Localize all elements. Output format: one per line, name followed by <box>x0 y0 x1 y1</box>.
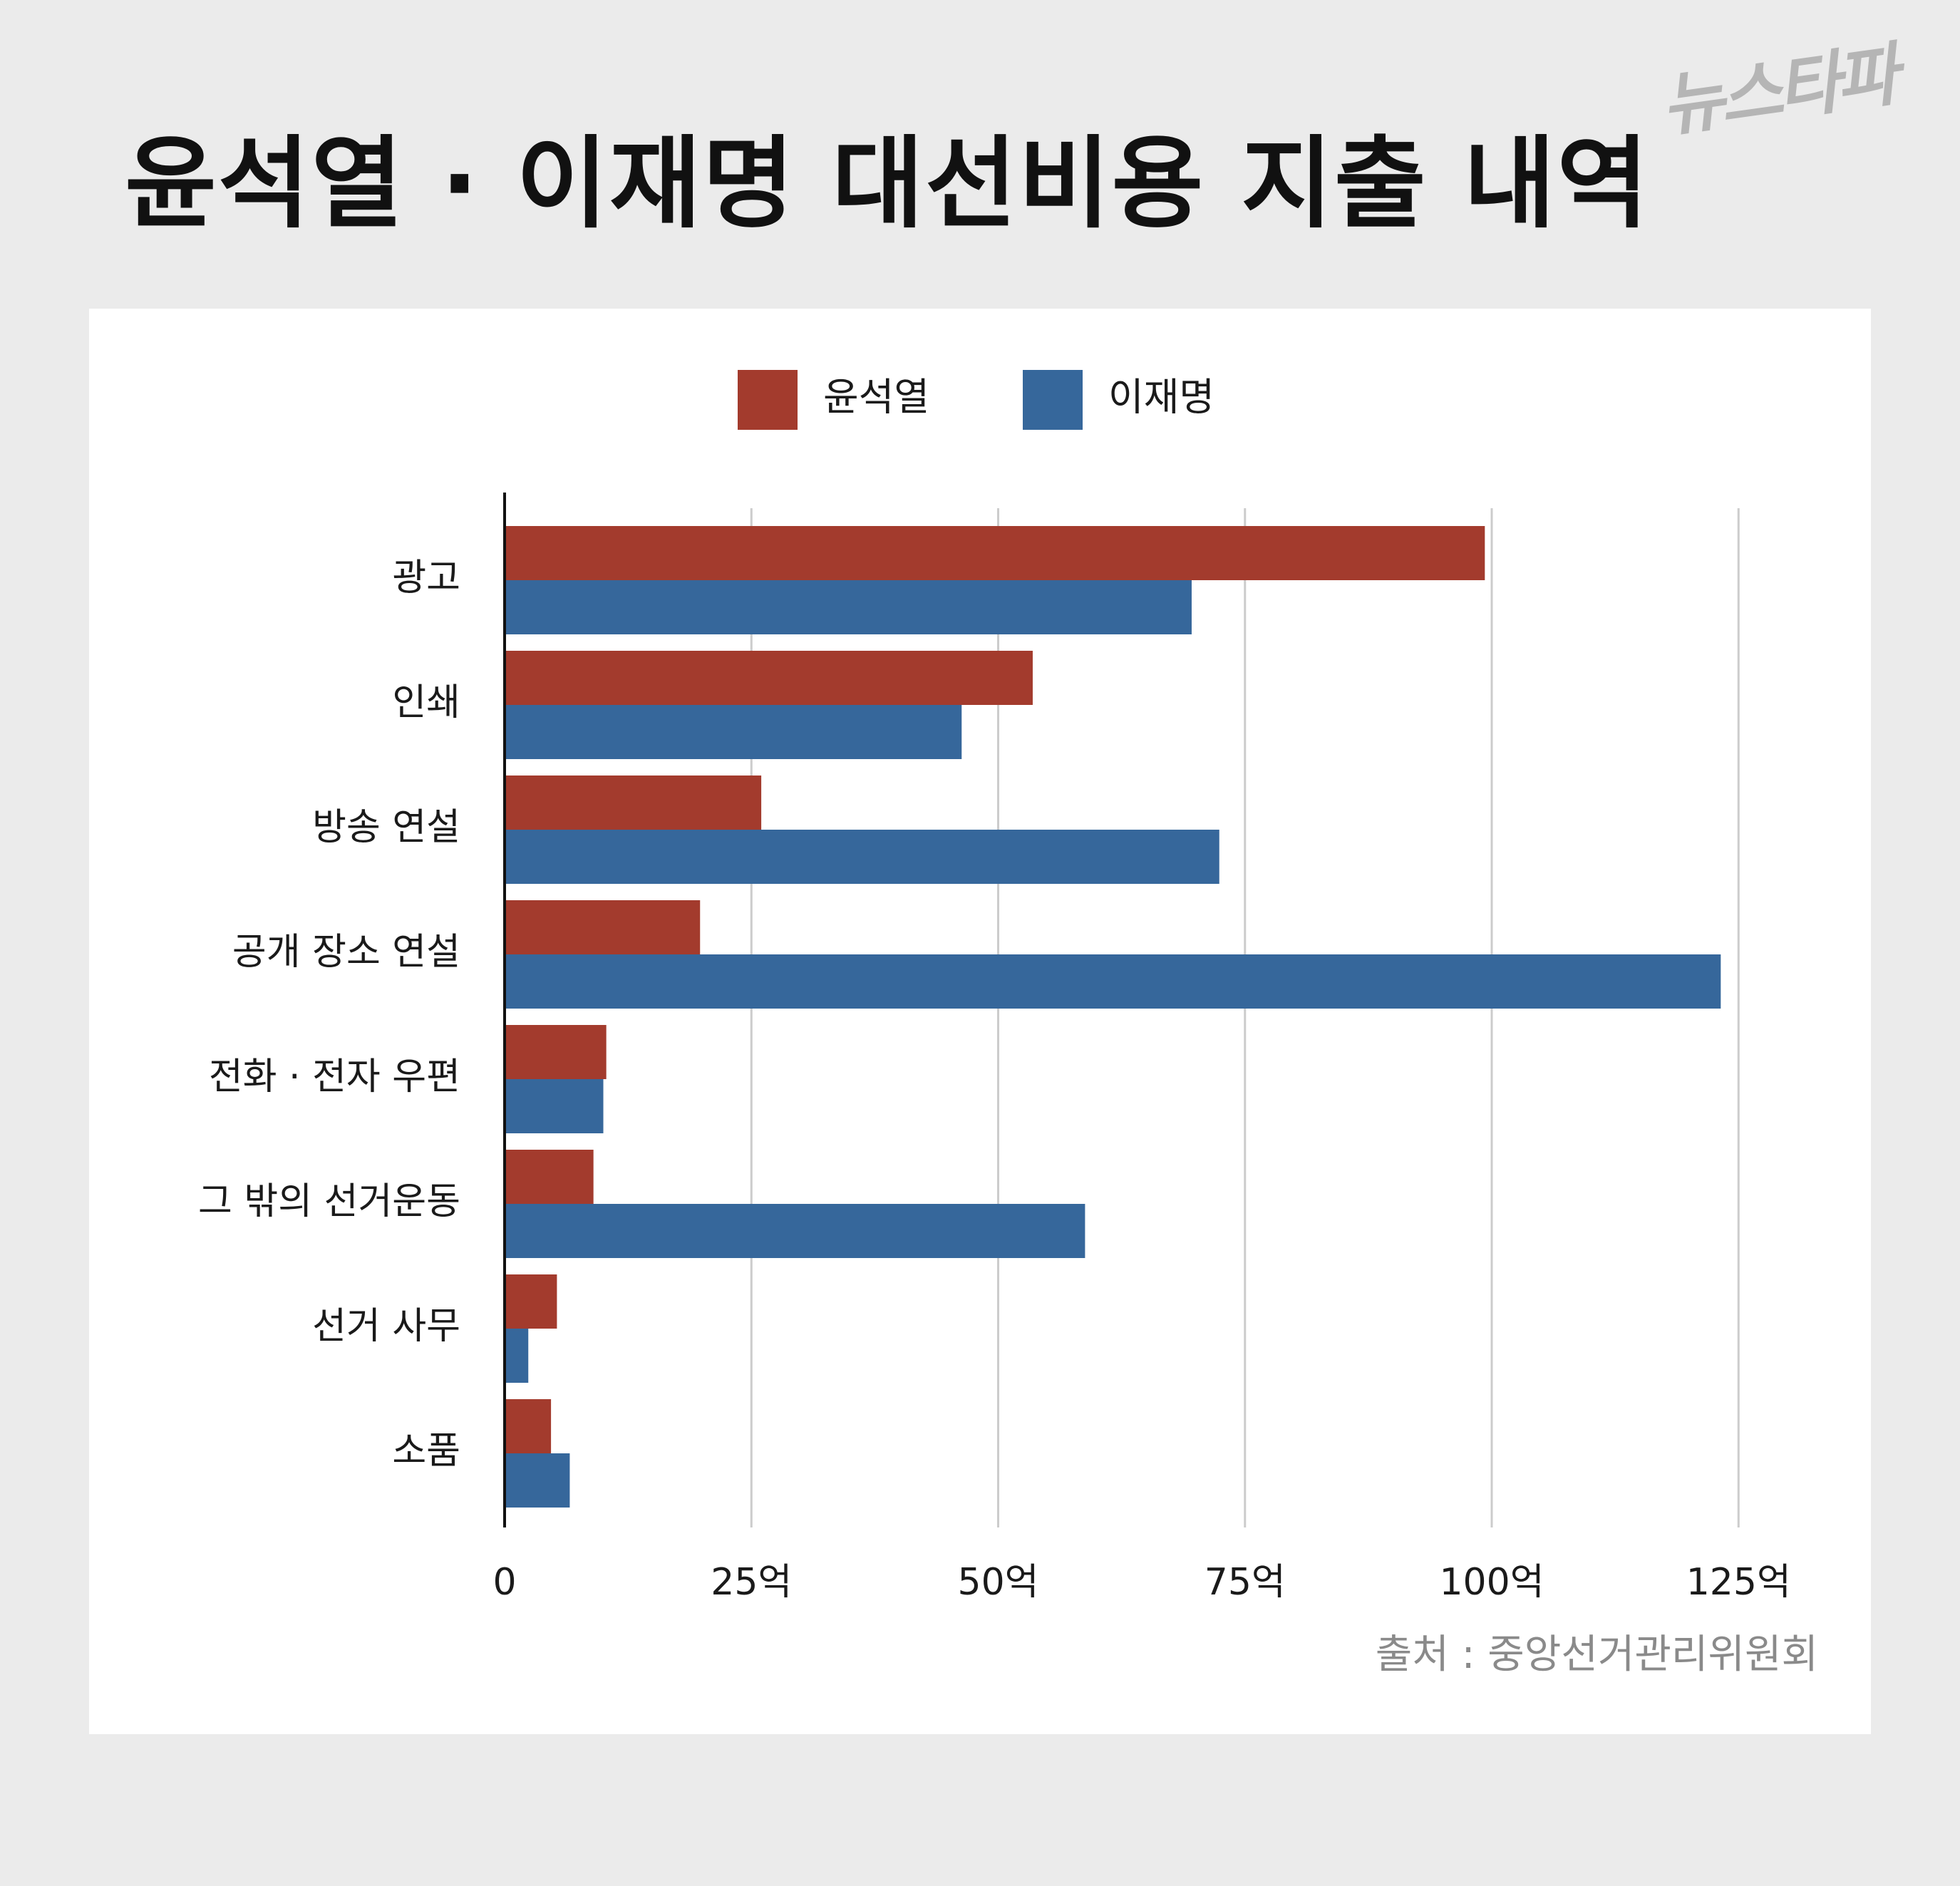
bar-yoon-0 <box>505 526 1485 580</box>
bar-yoon-3 <box>505 900 701 954</box>
bar-lee-7 <box>505 1453 570 1508</box>
x-tick-label: 75억 <box>1205 1561 1286 1604</box>
category-label: 그 밖의 선거운동 <box>198 1180 460 1223</box>
category-label: 공개 장소 연설 <box>232 931 460 974</box>
x-tick-label: 0 <box>492 1561 516 1604</box>
bar-lee-2 <box>505 830 1219 884</box>
x-tick-label: 25억 <box>711 1561 792 1604</box>
legend-swatch-lee <box>1023 370 1083 430</box>
x-tick-label: 50억 <box>957 1561 1038 1604</box>
bar-lee-4 <box>505 1079 604 1133</box>
bar-yoon-7 <box>505 1399 552 1453</box>
bar-yoon-1 <box>505 651 1033 705</box>
category-label: 전화 · 전자 우편 <box>209 1056 460 1098</box>
legend-label-yoon: 윤석열 <box>823 375 929 420</box>
source-note: 출처 : 중앙선거관리위원회 <box>1375 1632 1818 1678</box>
bar-yoon-5 <box>505 1150 594 1204</box>
brand-logo: 뉴스타파 <box>1656 34 1900 147</box>
category-label: 광고 <box>392 557 460 599</box>
page-title: 윤석열 · 이재명 대선비용 지출 내역 <box>125 126 1651 242</box>
bar-lee-3 <box>505 954 1721 1009</box>
category-label: 선거 사무 <box>312 1305 460 1348</box>
category-label: 방송 연설 <box>312 806 460 849</box>
category-label: 인쇄 <box>392 681 460 724</box>
bar-lee-0 <box>505 580 1192 634</box>
category-label: 소품 <box>392 1430 460 1473</box>
x-tick-label: 100억 <box>1439 1561 1544 1604</box>
bar-yoon-2 <box>505 775 762 830</box>
bar-lee-5 <box>505 1204 1085 1258</box>
bar-lee-6 <box>505 1329 529 1383</box>
x-tick-label: 125억 <box>1686 1561 1791 1604</box>
bar-lee-1 <box>505 705 962 759</box>
bar-yoon-4 <box>505 1025 607 1079</box>
legend-label-lee: 이재명 <box>1108 375 1214 420</box>
bar-yoon-6 <box>505 1274 557 1329</box>
legend-swatch-yoon <box>738 370 798 430</box>
